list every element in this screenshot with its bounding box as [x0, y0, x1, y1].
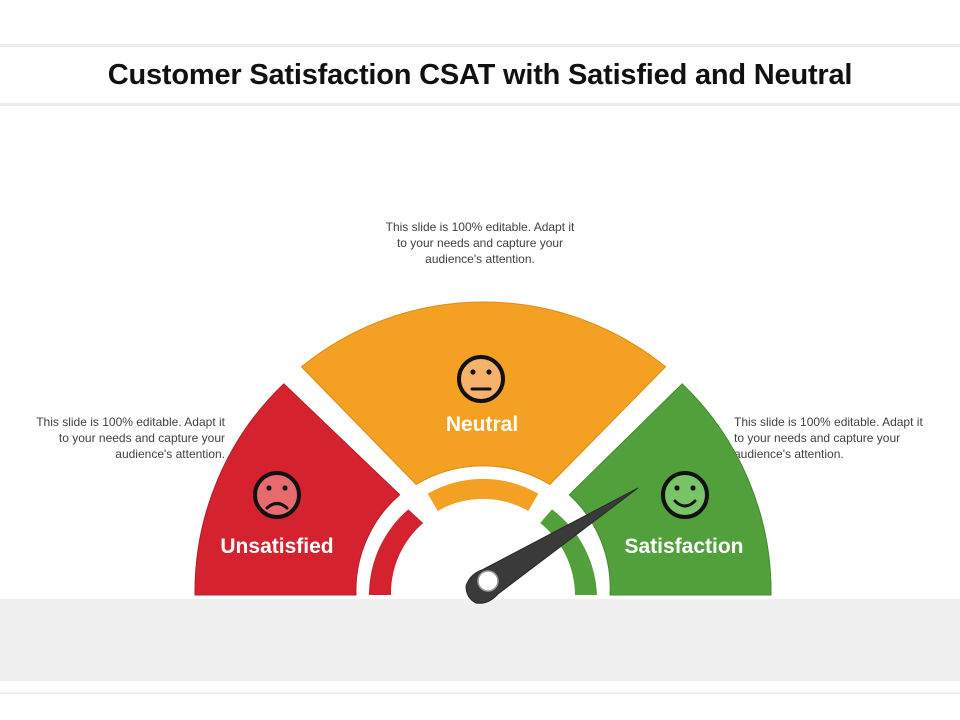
- footer-band: [0, 599, 960, 681]
- sad-face-icon: [253, 471, 301, 519]
- happy-face-icon: [661, 471, 709, 519]
- neutral-face-icon: [457, 355, 505, 403]
- gauge-needle-icon: [465, 487, 639, 604]
- page-title: Customer Satisfaction CSAT with Satisfie…: [107, 58, 853, 91]
- unsatisfied-description: This slide is 100% editable. Adapt it to…: [36, 415, 225, 461]
- neutral-label: Neutral: [446, 413, 518, 436]
- bottom-divider: [0, 692, 960, 694]
- satisfaction-inner-arc: [540, 509, 597, 595]
- neutral-description: This slide is 100% editable. Adapt it to…: [385, 220, 575, 266]
- unsatisfied-inner-arc: [369, 509, 424, 595]
- satisfaction-description: This slide is 100% editable. Adapt it to…: [734, 415, 923, 461]
- satisfaction-label: Satisfaction: [624, 535, 743, 558]
- neutral-inner-arc: [427, 478, 539, 511]
- unsatisfied-label: Unsatisfied: [220, 535, 333, 558]
- title-bar: Customer Satisfaction CSAT with Satisfie…: [0, 44, 960, 106]
